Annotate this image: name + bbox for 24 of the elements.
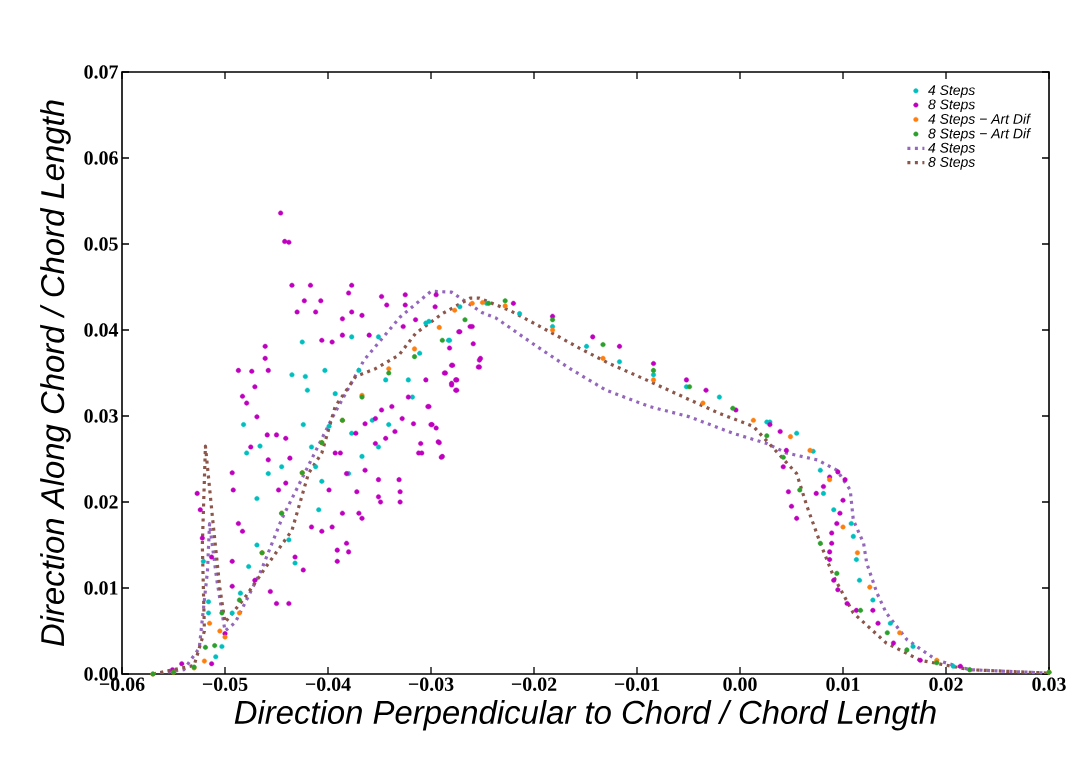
y-tick-label: 0.01 <box>84 581 118 595</box>
legend-label: 4 Steps − Art Dif <box>928 113 1032 127</box>
legend-label: 8 Steps <box>928 99 975 113</box>
y-tick-label: 0.05 <box>84 237 118 251</box>
x-tick-label: −0.05 <box>202 677 248 692</box>
x-tick-label: −0.01 <box>614 677 660 692</box>
y-tick-label: 0.06 <box>84 151 118 165</box>
y-axis-title: Direction Along Chord / Chord Length <box>40 100 71 647</box>
x-tick-label: 0.00 <box>723 677 757 692</box>
x-tick-label: −0.02 <box>511 677 557 692</box>
legend-label: 4 Steps <box>928 85 975 98</box>
x-tick-label: 0.02 <box>929 677 963 692</box>
legend-label: 8 Steps − Art Dif <box>928 128 1032 142</box>
y-tick-label: 0.04 <box>84 323 119 337</box>
x-axis-title: Direction Perpendicular to Chord / Chord Length <box>234 699 936 731</box>
x-tick-label: 0.01 <box>826 677 860 692</box>
x-tick-label: −0.04 <box>305 677 351 692</box>
legend-label: 4 Steps <box>928 142 975 156</box>
x-tick-label: −0.03 <box>408 677 454 692</box>
x-tick-label: 0.03 <box>1032 677 1066 692</box>
y-tick-label: 0.07 <box>84 65 118 79</box>
y-tick-label: 0.03 <box>84 409 118 423</box>
y-tick-label: 0.02 <box>84 495 118 509</box>
legend-label: 8 Steps <box>928 157 975 170</box>
